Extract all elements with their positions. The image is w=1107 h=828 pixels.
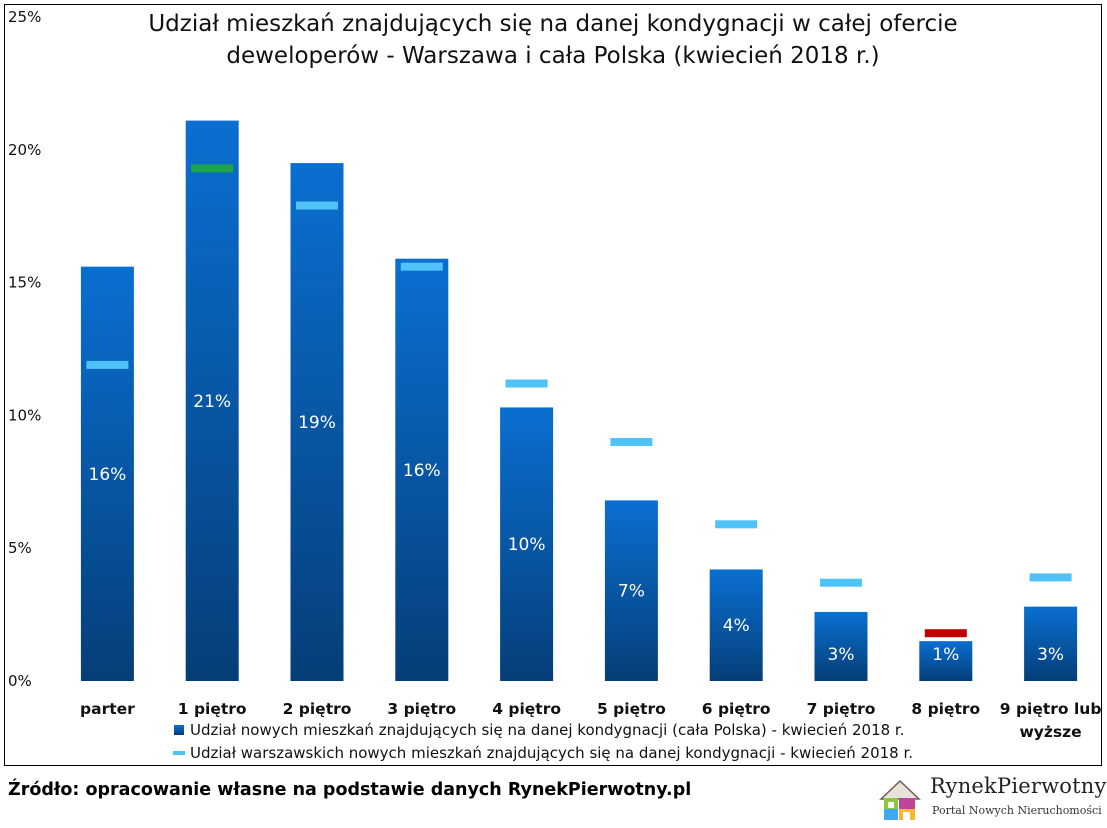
warsaw-marker — [715, 520, 758, 529]
bar — [919, 641, 973, 681]
bar — [395, 258, 449, 681]
x-tick-label: 4 piętro — [492, 700, 561, 718]
x-tick-label: 1 piętro — [178, 700, 247, 718]
bar — [814, 611, 868, 681]
y-tick-label: 25% — [8, 8, 41, 26]
x-tick-label: wyższe — [1019, 723, 1081, 741]
legend-bar-swatch — [174, 725, 184, 735]
bar-data-label: 3% — [828, 645, 855, 665]
y-tick-label: 15% — [8, 274, 41, 292]
legend: Udział nowych mieszkań znajdujących się … — [173, 721, 913, 762]
legend-marker-label: Udział warszawskich nowych mieszkań znaj… — [190, 744, 913, 762]
warsaw-marker — [820, 578, 862, 587]
chart-title-line-2: deweloperów - Warszawa i cała Polska (kw… — [226, 43, 879, 69]
bar-data-label: 3% — [1037, 645, 1064, 665]
warsaw-marker — [610, 437, 653, 446]
logo: RynekPierwotny Portal Nowych Nieruchomoś… — [875, 773, 1106, 825]
warsaw-marker — [400, 262, 443, 271]
bar-data-label: 19% — [298, 413, 336, 433]
x-tick-label: 3 piętro — [387, 700, 456, 718]
bar — [1024, 606, 1078, 681]
bar-data-label: 10% — [508, 535, 546, 555]
chart-title-line-1: Udział mieszkań znajdujących się na dane… — [148, 11, 957, 37]
house-logo-icon — [879, 779, 921, 820]
warsaw-marker — [1029, 573, 1072, 582]
logo-name: RynekPierwotny — [930, 774, 1107, 798]
bar — [290, 163, 344, 681]
x-tick-label: 2 piętro — [283, 700, 352, 718]
marker-series — [86, 164, 1072, 638]
logo-tagline: Portal Nowych Nieruchomości — [932, 804, 1102, 817]
y-tick-label: 0% — [8, 672, 32, 690]
data-labels: 16% 21% 19% 16% 10% 7% 4% 3% 1% 3% — [89, 392, 1065, 665]
logo-name-part2: Pierwotny — [996, 774, 1107, 798]
bar-data-label: 16% — [403, 461, 441, 481]
x-tick-label: 6 piętro — [702, 700, 771, 718]
x-tick-label: parter — [80, 700, 135, 718]
warsaw-marker — [191, 164, 234, 173]
warsaw-marker — [505, 379, 548, 388]
bar — [604, 500, 658, 681]
legend-marker-swatch — [173, 751, 185, 755]
bar-data-label: 4% — [723, 616, 750, 636]
x-axis: parter 1 piętro 2 piętro 3 piętro 4 piętro 5 … — [80, 700, 1101, 741]
x-tick-label: 9 piętro lub — [1000, 700, 1102, 718]
chart: Udział mieszkań znajdujących się na dane… — [8, 8, 1101, 762]
warsaw-marker — [86, 360, 129, 369]
source-note: Źródło: opracowanie własne na podstawie … — [8, 780, 692, 800]
bar-data-label: 21% — [193, 392, 231, 412]
bar — [80, 266, 134, 681]
y-tick-label: 10% — [8, 406, 41, 424]
x-tick-label: 5 piętro — [597, 700, 666, 718]
bar-data-label: 16% — [89, 465, 127, 485]
bar-data-label: 7% — [618, 582, 645, 602]
bar — [185, 120, 239, 682]
y-axis: 0% 5% 10% 15% 20% 25% — [8, 8, 41, 690]
bar-series — [80, 120, 1078, 682]
legend-bar-label: Udział nowych mieszkań znajdujących się … — [190, 721, 904, 739]
y-tick-label: 20% — [8, 141, 41, 159]
bar — [709, 569, 763, 681]
bar-data-label: 1% — [932, 645, 959, 665]
x-tick-label: 8 piętro — [911, 700, 980, 718]
warsaw-marker — [924, 629, 967, 638]
logo-name-part1: Rynek — [930, 774, 997, 798]
warsaw-marker — [296, 201, 338, 210]
y-tick-label: 5% — [8, 539, 32, 557]
bar — [500, 407, 554, 681]
x-tick-label: 7 piętro — [807, 700, 876, 718]
